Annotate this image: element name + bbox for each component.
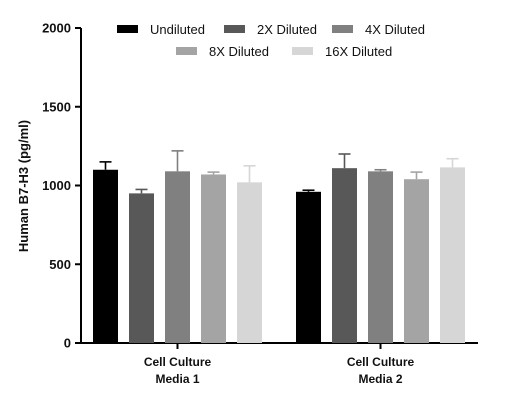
legend-swatch bbox=[292, 47, 313, 55]
legend-swatch bbox=[332, 25, 353, 33]
bar bbox=[440, 167, 465, 343]
legend-label: 8X Diluted bbox=[209, 44, 269, 59]
y-tick-label: 0 bbox=[64, 336, 71, 351]
legend-label: 4X Diluted bbox=[365, 22, 425, 37]
y-tick-label: 500 bbox=[49, 257, 71, 272]
y-tick-label: 2000 bbox=[42, 21, 71, 36]
bar bbox=[296, 191, 321, 343]
legend-swatch bbox=[176, 47, 197, 55]
bar bbox=[201, 174, 226, 343]
legend-swatch bbox=[117, 25, 138, 33]
bar bbox=[332, 168, 357, 343]
bar bbox=[129, 193, 154, 343]
x-tick-label-line2: Media 1 bbox=[155, 372, 199, 386]
legend-label: 2X Diluted bbox=[257, 22, 317, 37]
legend: Undiluted 2X Diluted 4X Diluted 8X Diluted 1… bbox=[117, 22, 425, 59]
y-tick-label: 1500 bbox=[42, 99, 71, 114]
y-tick-label: 1000 bbox=[42, 178, 71, 193]
x-tick-label-line2: Media 2 bbox=[358, 372, 402, 386]
bars bbox=[93, 150, 465, 343]
bar bbox=[368, 171, 393, 343]
legend-label: Undiluted bbox=[150, 22, 205, 37]
legend-swatch bbox=[224, 25, 245, 33]
legend-label: 16X Diluted bbox=[325, 44, 392, 59]
bar bbox=[93, 169, 118, 343]
bar bbox=[237, 182, 262, 343]
bar bbox=[404, 179, 429, 343]
axes: 0 500 1000 1500 2000 Cell Culture Media 1 Cell … bbox=[42, 21, 478, 386]
x-tick-label-line1: Cell Culture bbox=[144, 355, 212, 369]
x-tick-label-line1: Cell Culture bbox=[347, 355, 415, 369]
y-axis-title: Human B7-H3 (pg/ml) bbox=[16, 120, 31, 252]
bar bbox=[165, 171, 190, 343]
